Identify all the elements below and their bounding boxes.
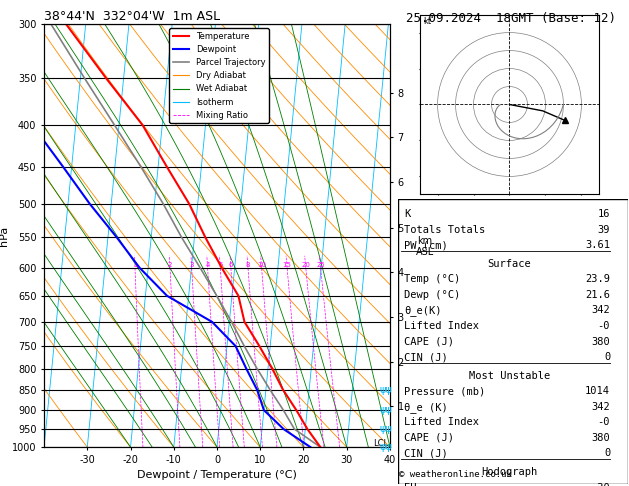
Text: 342: 342 — [591, 305, 610, 315]
Text: 10: 10 — [257, 262, 266, 268]
Legend: Temperature, Dewpoint, Parcel Trajectory, Dry Adiabat, Wet Adiabat, Isotherm, Mi: Temperature, Dewpoint, Parcel Trajectory… — [169, 29, 269, 123]
Text: 21.6: 21.6 — [585, 290, 610, 300]
Text: Surface: Surface — [487, 259, 532, 269]
Text: K: K — [404, 209, 411, 219]
Text: 380: 380 — [591, 433, 610, 443]
Text: Most Unstable: Most Unstable — [469, 371, 550, 381]
Y-axis label: km
ASL: km ASL — [416, 236, 434, 257]
Text: 380: 380 — [591, 336, 610, 347]
Text: Lifted Index: Lifted Index — [404, 417, 479, 427]
Text: PW (cm): PW (cm) — [404, 240, 448, 250]
Text: CIN (J): CIN (J) — [404, 449, 448, 458]
Text: 15: 15 — [282, 262, 291, 268]
Text: 8: 8 — [246, 262, 250, 268]
X-axis label: Dewpoint / Temperature (°C): Dewpoint / Temperature (°C) — [137, 470, 297, 480]
Text: LCL: LCL — [373, 439, 388, 448]
Text: -0: -0 — [598, 321, 610, 331]
Text: θ_e(K): θ_e(K) — [404, 305, 442, 316]
Text: 5: 5 — [218, 262, 223, 268]
Text: CIN (J): CIN (J) — [404, 352, 448, 362]
Text: Hodograph: Hodograph — [481, 467, 538, 477]
Text: 25.09.2024  18GMT (Base: 12): 25.09.2024 18GMT (Base: 12) — [406, 12, 616, 25]
Text: 38°44'N  332°04'W  1m ASL: 38°44'N 332°04'W 1m ASL — [44, 10, 220, 23]
Text: 4: 4 — [206, 262, 210, 268]
Text: Lifted Index: Lifted Index — [404, 321, 479, 331]
Text: Dewp (°C): Dewp (°C) — [404, 290, 460, 300]
Text: 0: 0 — [604, 352, 610, 362]
Text: 0: 0 — [604, 449, 610, 458]
Text: ψψ: ψψ — [379, 424, 392, 434]
Y-axis label: hPa: hPa — [0, 226, 9, 246]
Text: 39: 39 — [598, 225, 610, 235]
Text: ψψ: ψψ — [379, 405, 392, 415]
Text: 23.9: 23.9 — [585, 274, 610, 284]
Text: Temp (°C): Temp (°C) — [404, 274, 460, 284]
Text: -30: -30 — [591, 483, 610, 486]
Text: Pressure (mb): Pressure (mb) — [404, 386, 486, 396]
Text: 1014: 1014 — [585, 386, 610, 396]
Text: 16: 16 — [598, 209, 610, 219]
Text: θ_e (K): θ_e (K) — [404, 402, 448, 413]
Text: ψψ: ψψ — [379, 385, 392, 395]
Text: 2: 2 — [168, 262, 172, 268]
Text: 25: 25 — [316, 262, 325, 268]
Text: 6: 6 — [228, 262, 233, 268]
Text: 1: 1 — [133, 262, 137, 268]
Text: 3: 3 — [189, 262, 194, 268]
Text: EH: EH — [404, 483, 417, 486]
Text: 20: 20 — [301, 262, 310, 268]
Text: 342: 342 — [591, 402, 610, 412]
Text: CAPE (J): CAPE (J) — [404, 433, 454, 443]
Text: ψψ: ψψ — [379, 442, 392, 452]
Text: 3.61: 3.61 — [585, 240, 610, 250]
Text: -0: -0 — [598, 417, 610, 427]
Text: kt: kt — [423, 17, 431, 26]
Text: Totals Totals: Totals Totals — [404, 225, 486, 235]
Text: © weatheronline.co.uk: © weatheronline.co.uk — [399, 469, 512, 479]
Text: CAPE (J): CAPE (J) — [404, 336, 454, 347]
